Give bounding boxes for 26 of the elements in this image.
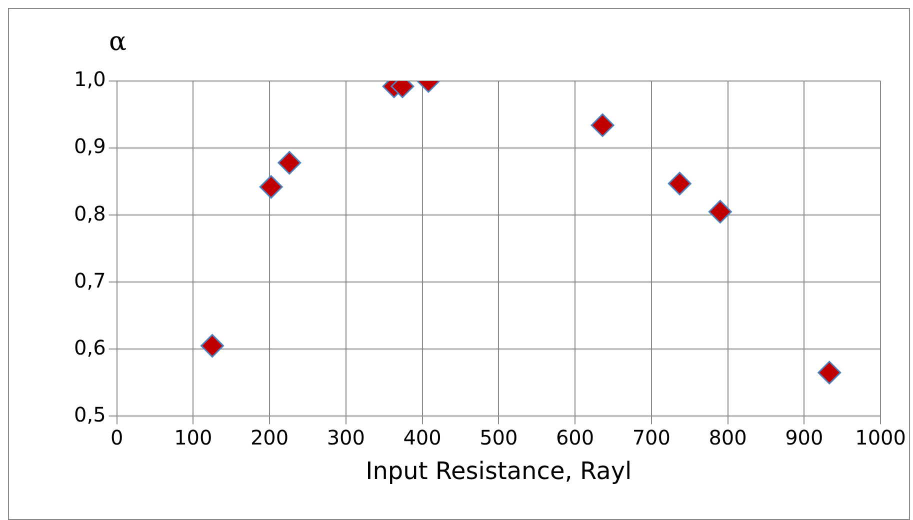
- x-tick-label: 700: [632, 425, 671, 450]
- x-tick-label: 300: [326, 425, 366, 450]
- point: [590, 113, 614, 137]
- point: [259, 175, 283, 199]
- x-tick-label: 800: [708, 425, 747, 450]
- x-axis-title: Input Resistance, Rayl: [366, 456, 632, 485]
- x-tick-label: 0: [110, 425, 124, 450]
- point: [818, 360, 842, 384]
- x-tick-label: 100: [174, 425, 212, 450]
- y-tick-label: 1,0: [74, 67, 106, 92]
- x-tick-label: 1000: [855, 425, 906, 450]
- point: [708, 200, 732, 224]
- y-tick-label: 0,9: [74, 134, 106, 158]
- x-tick-label: 500: [480, 425, 518, 450]
- x-tick-label: 600: [556, 425, 594, 450]
- y-axis-title: α: [109, 26, 127, 57]
- x-tick-label: 200: [250, 425, 289, 450]
- x-tick-label: 900: [785, 425, 824, 450]
- y-tick-label: 0,6: [74, 335, 106, 360]
- point: [200, 334, 224, 358]
- point: [668, 172, 692, 196]
- y-tick-label: 0,5: [74, 402, 106, 426]
- y-tick-label: 0,7: [74, 268, 106, 292]
- y-tick-label: 0,8: [74, 201, 106, 226]
- point: [278, 151, 302, 175]
- x-tick-label: 400: [403, 425, 442, 450]
